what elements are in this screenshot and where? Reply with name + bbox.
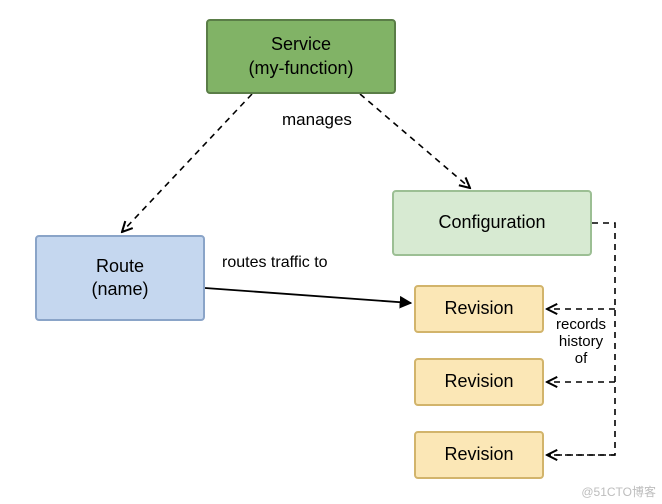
- revision-title: Revision: [444, 370, 513, 393]
- configuration-node: Configuration: [392, 190, 592, 256]
- edge-service-route: [122, 94, 252, 232]
- route-subtitle: (name): [91, 278, 148, 301]
- label-routes-traffic: routes traffic to: [222, 254, 328, 272]
- revision-node-1: Revision: [414, 285, 544, 333]
- label-manages: manages: [282, 110, 352, 130]
- revision-node-2: Revision: [414, 358, 544, 406]
- label-records-history: records history of: [556, 316, 606, 367]
- service-node: Service (my-function): [206, 19, 396, 94]
- revision-title: Revision: [444, 443, 513, 466]
- watermark: @51CTO博客: [581, 483, 656, 500]
- edge-service-config: [360, 94, 470, 188]
- revision-title: Revision: [444, 297, 513, 320]
- service-title: Service: [271, 33, 331, 56]
- service-subtitle: (my-function): [248, 57, 353, 80]
- edge-route-revision: [205, 288, 411, 303]
- revision-node-3: Revision: [414, 431, 544, 479]
- route-title: Route: [96, 255, 144, 278]
- route-node: Route (name): [35, 235, 205, 321]
- configuration-title: Configuration: [438, 211, 545, 234]
